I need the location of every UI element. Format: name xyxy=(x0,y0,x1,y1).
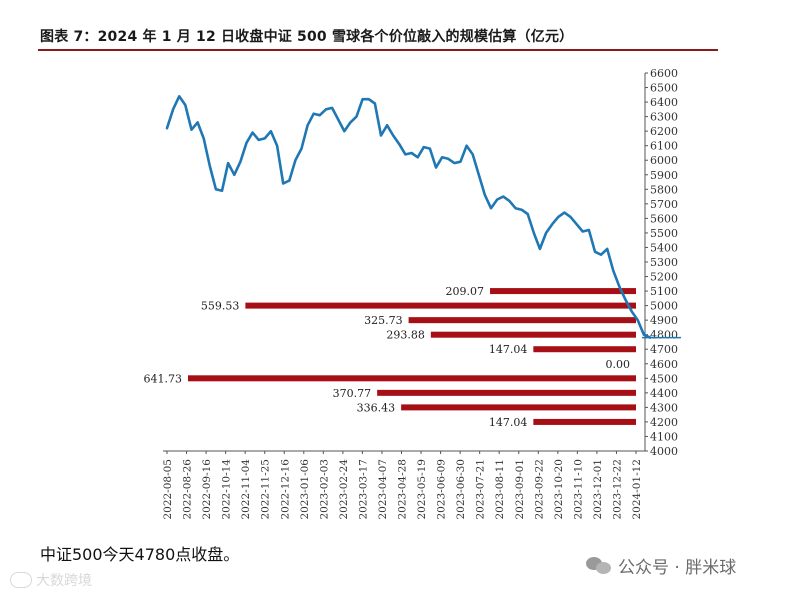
y-tick-label: 6000 xyxy=(650,154,678,167)
y-tick-label: 4300 xyxy=(650,401,678,414)
bar-label-4700: 147.04 xyxy=(489,343,528,356)
x-tick-label: 2023-05-19 xyxy=(416,459,428,520)
y-tick-label: 5000 xyxy=(650,300,678,313)
footer-watermark-text: 大数跨境 xyxy=(36,573,92,589)
caption-text: 中证500今天4780点收盘。 xyxy=(40,545,240,564)
chart-title: 图表 7：2024 年 1 月 12 日收盘中证 500 雪球各个价位敲入的规模… xyxy=(40,29,574,45)
watermark: 公众号 · 胖米球 xyxy=(586,552,736,578)
x-tick-label: 2022-09-16 xyxy=(201,459,213,520)
footer-watermark: 大数跨境 xyxy=(10,570,92,590)
x-tick-label: 2022-08-26 xyxy=(182,459,194,520)
bar-4800 xyxy=(430,331,636,338)
bar-label-4900: 325.73 xyxy=(364,314,403,327)
bar-4700 xyxy=(533,346,636,353)
x-tick-label: 2023-11-10 xyxy=(572,459,584,520)
y-tick-label: 5800 xyxy=(650,183,678,196)
y-tick-label: 6200 xyxy=(650,125,678,138)
x-tick-label: 2023-12-22 xyxy=(611,459,623,520)
x-tick-label: 2022-08-05 xyxy=(162,459,174,520)
x-tick-label: 2023-02-03 xyxy=(318,459,330,520)
y-tick-label: 5200 xyxy=(650,271,678,284)
x-tick-label: 2023-07-21 xyxy=(475,459,487,520)
watermark-text: 公众号 · 胖米球 xyxy=(618,557,737,578)
bar-4200 xyxy=(533,418,636,425)
x-tick-label: 2023-04-28 xyxy=(397,459,409,520)
title-divider xyxy=(38,49,718,51)
bar-4900 xyxy=(408,317,636,324)
y-tick-label: 4200 xyxy=(650,416,678,429)
x-tick-label: 2023-08-11 xyxy=(494,459,506,520)
x-tick-label: 2023-02-24 xyxy=(338,459,350,520)
y-tick-label: 4700 xyxy=(650,343,678,356)
x-tick-label: 2022-11-25 xyxy=(260,459,272,520)
y-tick-label: 5700 xyxy=(650,198,678,211)
bar-label-4400: 370.77 xyxy=(333,387,372,400)
x-tick-label: 2023-06-30 xyxy=(455,459,467,520)
y-tick-label: 5900 xyxy=(650,169,678,182)
bar-4300 xyxy=(401,404,636,411)
x-tick-label: 2023-06-09 xyxy=(436,459,448,520)
bar-4500 xyxy=(188,375,636,382)
bar-label-5100: 209.07 xyxy=(446,285,485,298)
y-tick-label: 5400 xyxy=(650,241,678,254)
x-tick-label: 2022-12-16 xyxy=(279,459,291,520)
x-tick-label: 2023-12-01 xyxy=(592,459,604,520)
y-tick-label: 5300 xyxy=(650,256,678,269)
bar-5100 xyxy=(490,288,636,295)
x-tick-label: 2023-03-17 xyxy=(357,459,369,520)
y-tick-label: 4400 xyxy=(650,387,678,400)
x-tick-label: 2022-10-14 xyxy=(221,459,233,520)
y-tick-label: 5100 xyxy=(650,285,678,298)
x-tick-label: 2024-01-12 xyxy=(631,459,643,520)
y-tick-label: 6100 xyxy=(650,140,678,153)
x-tick-label: 2022-11-04 xyxy=(240,459,252,520)
bar-label-4300: 336.43 xyxy=(357,401,396,414)
y-tick-label: 6300 xyxy=(650,111,678,124)
bar-label-4800: 293.88 xyxy=(386,329,425,342)
y-tick-label: 4600 xyxy=(650,358,678,371)
y-tick-label: 4100 xyxy=(650,430,678,443)
y-tick-label: 4000 xyxy=(650,445,678,458)
x-tick-label: 2023-09-22 xyxy=(533,459,545,520)
bar-label-4500: 641.73 xyxy=(144,372,183,385)
bar-5000 xyxy=(245,302,636,309)
x-tick-label: 2023-04-07 xyxy=(377,459,389,520)
x-tick-label: 2023-10-20 xyxy=(553,459,565,520)
y-tick-label: 5500 xyxy=(650,227,678,240)
x-tick-label: 2023-09-01 xyxy=(514,459,526,520)
bar-label-5000: 559.53 xyxy=(201,300,240,313)
series-line-csi500 xyxy=(165,95,652,339)
y-tick-label: 4900 xyxy=(650,314,678,327)
y-tick-label: 4800 xyxy=(650,329,678,342)
y-tick-label: 4500 xyxy=(650,372,678,385)
wechat-icon xyxy=(586,555,612,575)
bar-label-4200: 147.04 xyxy=(489,416,528,429)
y-tick-label: 6400 xyxy=(650,96,678,109)
bar-4400 xyxy=(377,389,636,396)
y-tick-label: 6500 xyxy=(650,82,678,95)
y-tick-label: 6600 xyxy=(650,67,678,80)
speech-bubble-icon xyxy=(10,572,32,588)
y-tick-label: 5600 xyxy=(650,212,678,225)
x-tick-label: 2023-01-06 xyxy=(299,459,311,520)
bar-label-4600: 0.00 xyxy=(606,358,631,371)
